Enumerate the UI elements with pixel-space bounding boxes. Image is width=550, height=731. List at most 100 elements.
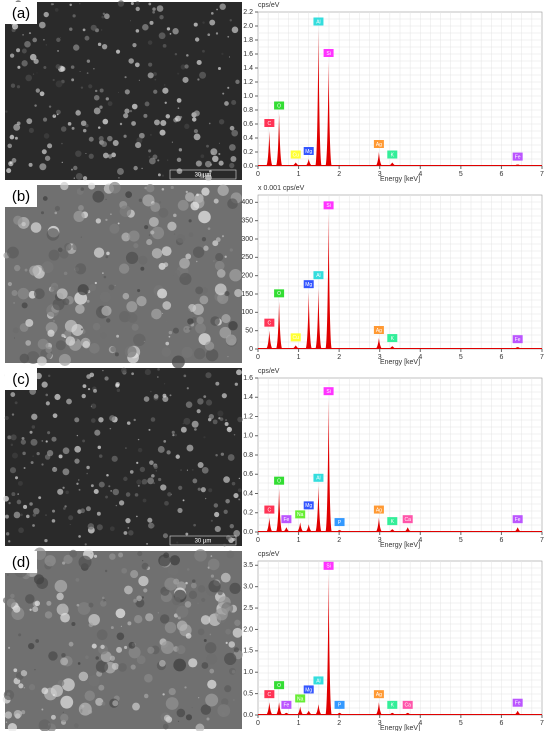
sem-texture	[43, 11, 49, 18]
sem-texture	[143, 588, 148, 593]
sem-texture	[234, 288, 243, 298]
x-tick-label: 6	[499, 537, 503, 544]
sem-texture	[201, 597, 206, 603]
element-tag	[295, 694, 306, 703]
sem-texture	[184, 601, 192, 608]
sem-texture	[33, 58, 39, 64]
sem-texture	[191, 468, 194, 471]
sem-texture	[86, 59, 91, 63]
sem-texture	[45, 44, 47, 46]
sem-texture	[19, 353, 30, 364]
sem-texture	[4, 711, 13, 719]
sem-texture	[26, 118, 33, 125]
sem-texture	[168, 330, 173, 335]
sem-texture	[50, 684, 63, 697]
element-label: Fe	[283, 517, 289, 523]
sem-texture	[109, 415, 116, 422]
sem-texture	[41, 261, 54, 274]
sem-texture	[56, 37, 61, 42]
sem-texture	[60, 713, 69, 722]
element-tag	[303, 685, 314, 694]
sem-texture	[125, 517, 131, 524]
sem-texture	[166, 27, 171, 31]
sem-texture	[111, 455, 118, 462]
sem-texture	[94, 429, 101, 436]
panel-label: (b)	[12, 188, 30, 205]
sem-texture	[128, 530, 134, 536]
sem-texture	[61, 678, 75, 692]
sem-texture	[93, 488, 99, 495]
sem-texture	[37, 356, 47, 367]
sem-texture	[167, 492, 172, 497]
sem-texture	[221, 314, 231, 324]
sem-texture	[102, 152, 109, 159]
element-label: Ag	[376, 507, 382, 513]
sem-texture	[203, 436, 206, 439]
sem-texture	[106, 318, 111, 323]
sem-texture	[176, 645, 186, 655]
sem-texture	[146, 543, 148, 545]
sem-texture	[204, 497, 207, 500]
panel-label: (c)	[12, 371, 30, 388]
peak	[266, 517, 273, 532]
sem-texture	[26, 514, 30, 519]
y-tick-label: 2.2	[243, 9, 253, 16]
sem-texture	[233, 529, 241, 537]
sem-texture	[225, 334, 237, 346]
peak	[514, 527, 521, 532]
sem-texture	[96, 511, 101, 516]
sem-texture	[43, 133, 50, 139]
sem-texture	[5, 110, 8, 113]
sem-texture	[117, 0, 125, 7]
sem-texture	[9, 161, 13, 165]
sem-texture	[157, 173, 161, 177]
sem-texture	[177, 507, 183, 513]
sem-texture	[229, 125, 235, 131]
sem-texture	[130, 570, 139, 579]
sem-texture	[37, 338, 49, 350]
sem-texture	[60, 126, 67, 132]
peak	[325, 61, 332, 166]
sem-texture	[159, 129, 166, 136]
sem-texture	[117, 168, 124, 175]
sem-texture	[90, 484, 94, 488]
peak	[404, 527, 411, 532]
sem-texture	[44, 538, 48, 543]
sem-texture	[209, 19, 216, 26]
sem-texture	[218, 119, 225, 125]
sem-texture	[205, 174, 212, 182]
sem-texture	[20, 439, 26, 445]
sem-texture	[231, 669, 236, 674]
sem-texture	[52, 3, 54, 5]
sem-texture	[118, 552, 124, 558]
sem-texture	[6, 168, 12, 174]
sem-texture	[180, 64, 186, 70]
sem-texture	[137, 484, 140, 487]
sem-texture	[129, 109, 133, 113]
sem-texture	[132, 702, 140, 711]
sem-texture	[152, 7, 156, 11]
sem-texture	[158, 659, 166, 667]
sem-texture	[35, 88, 40, 93]
sem-texture	[5, 532, 10, 536]
element-label: Fe	[515, 337, 521, 343]
peak	[325, 213, 332, 349]
sem-texture	[215, 607, 228, 621]
sem-texture	[110, 490, 112, 492]
sem-texture	[209, 668, 215, 674]
peak	[305, 159, 312, 166]
sem-texture	[163, 714, 171, 722]
element-label: C	[268, 121, 272, 127]
sem-texture	[205, 693, 219, 707]
sem-texture	[125, 492, 131, 497]
x-tick-label: 6	[499, 720, 503, 727]
sem-texture	[32, 513, 37, 517]
sem-texture	[147, 40, 153, 45]
sem-texture	[4, 415, 9, 420]
sem-texture	[137, 447, 143, 453]
sem-texture	[160, 484, 167, 491]
sem-texture	[148, 428, 151, 431]
sem-texture	[165, 697, 179, 710]
sem-texture	[52, 413, 58, 419]
peak	[325, 573, 332, 715]
